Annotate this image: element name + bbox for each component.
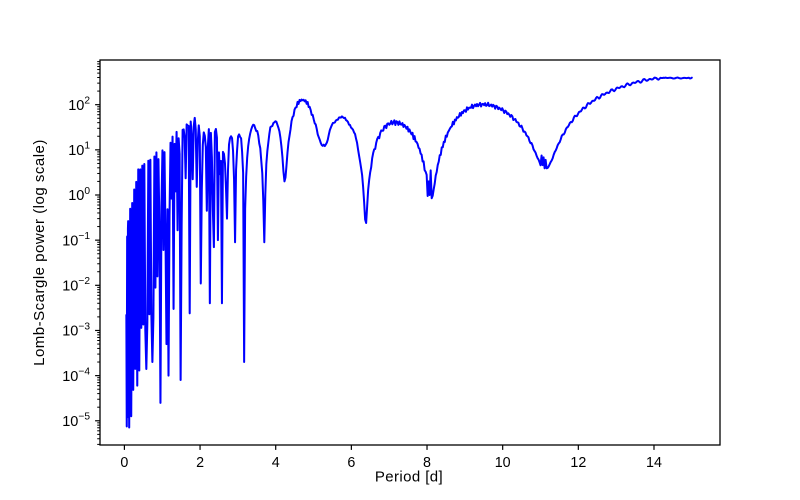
svg-text:8: 8 — [423, 455, 431, 471]
svg-text:6: 6 — [347, 455, 355, 471]
svg-text:12: 12 — [570, 455, 586, 471]
svg-text:2: 2 — [196, 455, 204, 471]
svg-text:0: 0 — [120, 455, 128, 471]
svg-text:Period [d]: Period [d] — [375, 469, 443, 486]
svg-text:10: 10 — [495, 455, 511, 471]
svg-text:14: 14 — [646, 455, 662, 471]
svg-text:Lomb-Scargle power (log scale): Lomb-Scargle power (log scale) — [31, 139, 48, 366]
svg-text:4: 4 — [272, 455, 280, 471]
